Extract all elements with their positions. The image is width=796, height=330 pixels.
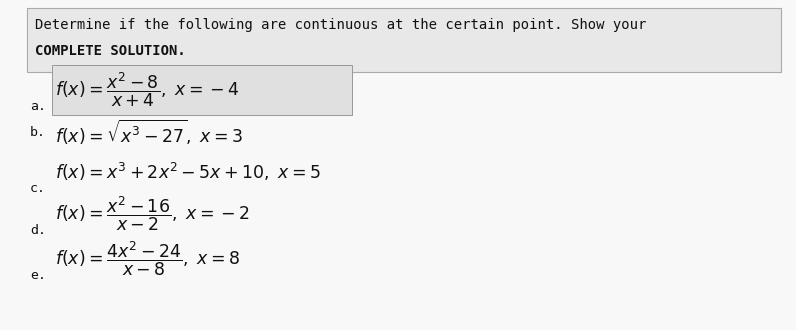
Text: e.: e. — [30, 269, 46, 282]
Text: $f(x) = \sqrt{x^3 - 27},\ x = 3$: $f(x) = \sqrt{x^3 - 27},\ x = 3$ — [55, 117, 243, 147]
Text: $f(x) = \dfrac{x^2-16}{x-2},\ x = -2$: $f(x) = \dfrac{x^2-16}{x-2},\ x = -2$ — [55, 195, 250, 233]
Text: d.: d. — [30, 224, 46, 237]
Text: $f(x) = \dfrac{4x^2-24}{x-8},\ x = 8$: $f(x) = \dfrac{4x^2-24}{x-8},\ x = 8$ — [55, 240, 240, 278]
Text: COMPLETE SOLUTION.: COMPLETE SOLUTION. — [35, 44, 185, 58]
Text: $f(x) = \dfrac{x^2-8}{x+4},\ x = -4$: $f(x) = \dfrac{x^2-8}{x+4},\ x = -4$ — [55, 71, 240, 109]
FancyBboxPatch shape — [27, 8, 781, 72]
FancyBboxPatch shape — [52, 65, 352, 115]
Text: c.: c. — [30, 182, 46, 195]
Text: a.: a. — [30, 100, 46, 113]
Text: Determine if the following are continuous at the certain point. Show your: Determine if the following are continuou… — [35, 18, 646, 32]
Text: b.: b. — [30, 125, 46, 139]
Text: $f(x) = x^3 + 2x^2 - 5x + 10,\ x = 5$: $f(x) = x^3 + 2x^2 - 5x + 10,\ x = 5$ — [55, 161, 321, 183]
